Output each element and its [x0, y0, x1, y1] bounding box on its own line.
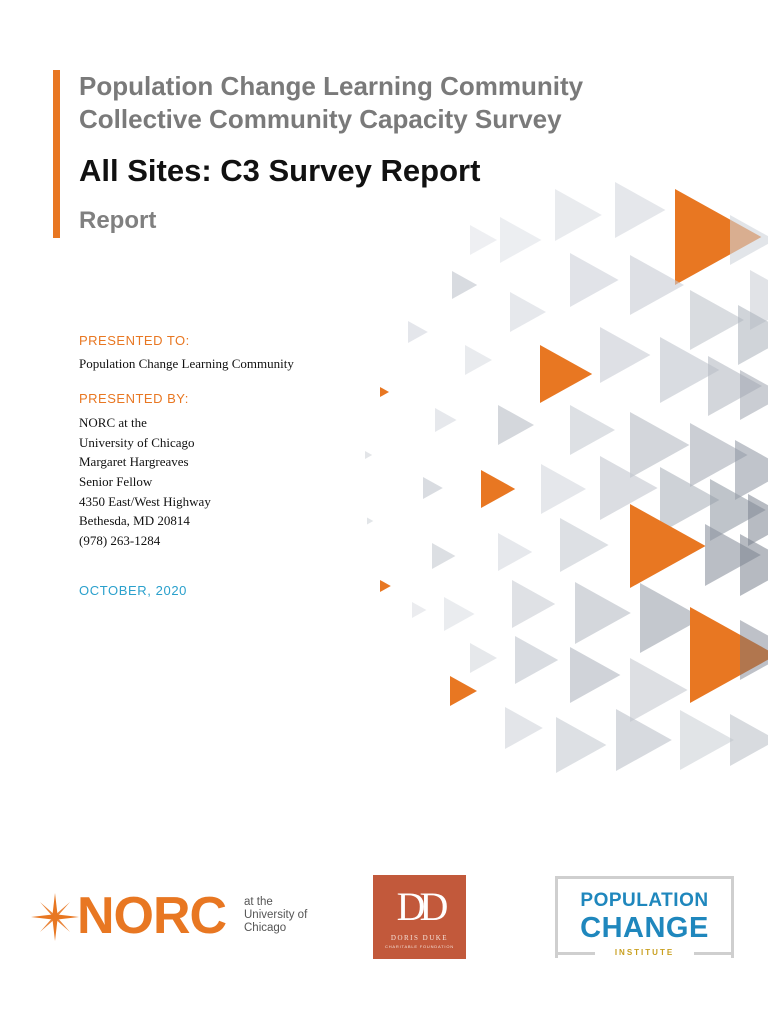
pattern-triangle: [616, 709, 672, 771]
pattern-triangle: [660, 337, 720, 403]
pattern-triangle: [630, 658, 688, 722]
pattern-triangle: [505, 707, 543, 749]
pattern-triangle: [708, 356, 762, 416]
population-change-institute-logo: POPULATION CHANGE INSTITUTE: [555, 876, 734, 958]
pattern-triangle: [380, 387, 389, 397]
pattern-triangle: [570, 647, 621, 703]
pattern-triangle: [470, 225, 497, 255]
pattern-triangle: [412, 602, 427, 618]
pci-line-2: CHANGE: [580, 912, 709, 944]
pattern-triangle: [450, 676, 477, 706]
pattern-triangle: [690, 290, 744, 350]
norc-logo: NORC at the University of Chicago: [30, 887, 330, 950]
pci-rule-left: [555, 952, 595, 955]
pattern-triangle: [540, 345, 593, 403]
report-title: All Sites: C3 Survey Report: [79, 153, 481, 188]
triangle-pattern: [365, 182, 768, 773]
title-line-2: Collective Community Capacity Survey: [79, 104, 562, 134]
pattern-triangle: [512, 580, 556, 628]
pattern-triangle: [510, 292, 546, 332]
pattern-triangle: [515, 636, 559, 684]
pattern-triangle: [367, 517, 374, 525]
doris-duke-sub: CHARITABLE FOUNDATION: [385, 944, 454, 949]
pattern-triangle: [575, 582, 631, 644]
pattern-triangle: [640, 583, 703, 653]
pattern-triangle: [730, 714, 768, 766]
pattern-triangle: [380, 580, 391, 592]
presented-by-line: Senior Fellow: [79, 474, 153, 489]
title-accent-bar: [53, 70, 60, 238]
pattern-triangle: [500, 217, 542, 263]
pattern-triangle: [600, 327, 651, 383]
doris-duke-name: DORIS DUKE: [390, 934, 449, 942]
pattern-triangle: [541, 464, 586, 514]
doris-duke-monogram: DD: [396, 884, 449, 929]
pattern-triangle: [365, 451, 373, 459]
pci-line-3: INSTITUTE: [614, 948, 675, 957]
title-line-1: Population Change Learning Community: [79, 71, 584, 101]
presented-by-line: (978) 263-1284: [79, 533, 161, 548]
pattern-triangle: [730, 215, 768, 265]
norc-star-icon: [31, 893, 79, 941]
report-subtitle: Report: [79, 207, 157, 234]
pattern-triangle: [660, 467, 720, 533]
pattern-triangle: [498, 533, 533, 571]
pattern-triangle: [630, 255, 684, 315]
pattern-triangle: [444, 597, 475, 631]
pattern-triangle: [710, 479, 766, 541]
presented-by-line: Bethesda, MD 20814: [79, 513, 190, 528]
pattern-triangle: [705, 524, 761, 586]
pattern-triangle: [738, 305, 768, 365]
pattern-triangle: [452, 271, 478, 299]
pattern-triangle: [481, 470, 516, 508]
pattern-triangle: [555, 189, 602, 241]
pattern-triangle: [408, 321, 428, 343]
pattern-triangle: [600, 456, 658, 520]
pattern-triangle: [423, 477, 443, 499]
pattern-triangle: [615, 182, 666, 238]
pattern-triangle: [690, 423, 748, 487]
presented-by-line: Margaret Hargreaves: [79, 454, 189, 469]
pattern-triangle: [435, 408, 457, 432]
report-date: OCTOBER, 2020: [79, 583, 187, 598]
presented-by-label: PRESENTED BY:: [79, 391, 189, 406]
pattern-triangle: [630, 412, 690, 478]
pattern-triangle: [735, 440, 768, 500]
presented-by-line: University of Chicago: [79, 435, 195, 450]
pci-line-1: POPULATION: [580, 890, 709, 911]
presented-to-label: PRESENTED TO:: [79, 333, 190, 348]
pattern-triangle: [570, 405, 615, 455]
pattern-triangle: [740, 620, 768, 680]
pattern-triangle: [740, 370, 768, 420]
pattern-triangle: [556, 717, 607, 773]
pattern-triangle: [630, 504, 706, 588]
pattern-triangle: [680, 710, 734, 770]
pattern-triangle: [470, 643, 497, 673]
norc-subtext: at the University of Chicago: [244, 896, 308, 934]
doris-duke-logo: DD DORIS DUKE CHARITABLE FOUNDATION: [373, 875, 466, 959]
norc-wordmark: NORC: [77, 887, 227, 945]
pattern-triangle: [560, 518, 609, 572]
pattern-triangle: [432, 543, 456, 569]
pattern-triangle: [570, 253, 619, 307]
pci-rule-right: [694, 952, 734, 955]
pattern-triangle: [690, 607, 768, 703]
pattern-triangle: [498, 405, 534, 445]
presented-by-line: NORC at the: [79, 415, 147, 430]
pattern-triangle: [675, 189, 762, 285]
presented-to-value: Population Change Learning Community: [79, 356, 294, 371]
pattern-triangle: [740, 534, 768, 596]
pattern-triangle: [748, 494, 768, 546]
pattern-triangle: [465, 345, 492, 375]
presented-by-line: 4350 East/West Highway: [79, 494, 211, 509]
